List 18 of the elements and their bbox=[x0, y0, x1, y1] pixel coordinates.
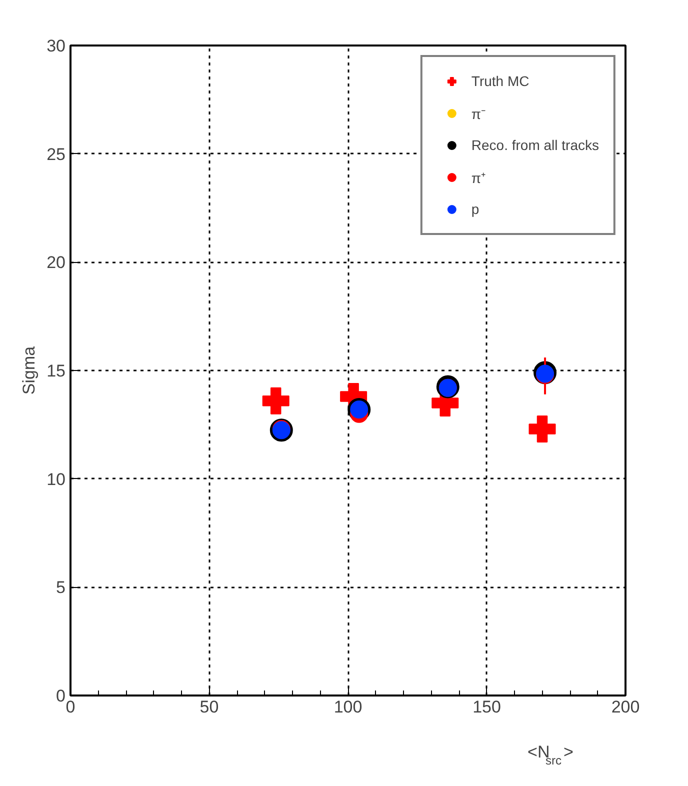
x-tick-label: 200 bbox=[611, 698, 640, 716]
legend-label: π⁺ bbox=[471, 168, 488, 186]
y-tick-label: 25 bbox=[46, 144, 66, 164]
y-tick-label: 10 bbox=[46, 470, 66, 489]
point bbox=[262, 387, 290, 414]
legend-label: π⁻ bbox=[471, 104, 488, 122]
legend-label: p bbox=[471, 201, 480, 217]
y-tick-label: 20 bbox=[46, 253, 66, 272]
legend-label: Reco. from all tracks bbox=[471, 137, 599, 153]
point bbox=[528, 416, 556, 442]
y-axis-title: Sigma bbox=[20, 346, 39, 395]
y-tick-label: 5 bbox=[56, 578, 66, 598]
x-tick-label: 100 bbox=[334, 698, 362, 716]
y-tick-label: 15 bbox=[46, 362, 66, 380]
y-tick-label: 30 bbox=[46, 36, 66, 56]
x-tick-label: 50 bbox=[200, 698, 219, 716]
x-tick-label: 150 bbox=[472, 698, 501, 716]
legend-label: Truth MC bbox=[471, 73, 530, 89]
